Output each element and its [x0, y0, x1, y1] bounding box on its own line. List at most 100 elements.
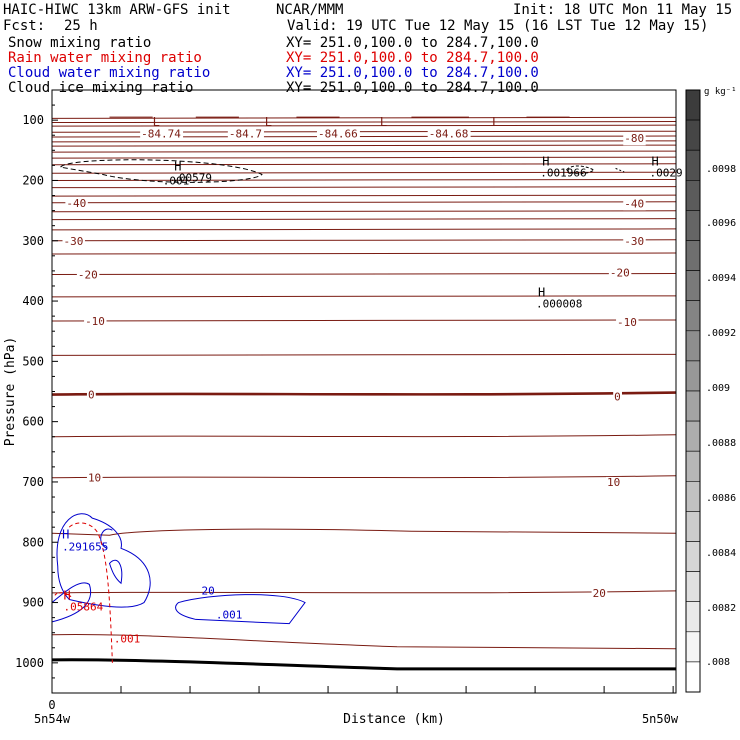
- isotherm-line: [51, 633, 677, 650]
- y-tick-label: 700: [22, 475, 44, 489]
- label-background: [623, 198, 646, 211]
- cloud-water-contour: [51, 582, 92, 623]
- isotherm-line: [51, 178, 677, 181]
- rain-water-contour: [54, 592, 73, 599]
- colorbar-tick-label: .0082: [706, 603, 736, 614]
- colorbar-bin: [685, 330, 701, 362]
- colorbar-bin: [685, 240, 701, 271]
- isotherm-line: [51, 590, 677, 594]
- rain-water-label: .001: [114, 633, 141, 646]
- snow-contour-label: .001: [163, 174, 190, 187]
- label-background: [140, 128, 184, 141]
- isotherm-line: [51, 391, 677, 396]
- low-marker: L: [380, 115, 387, 129]
- colorbar-frame: [685, 89, 701, 693]
- isotherm-label: -84.7: [229, 127, 262, 140]
- colorbar-bin: [685, 149, 701, 181]
- colorbar-tick-label: .0088: [706, 438, 736, 449]
- contour-labels: -84.74 -84.7 -84.66 -84.68 -80 -40 -40 -30 -30 -2…: [62, 115, 683, 646]
- colorbar-bin: [685, 89, 701, 121]
- x-axis-label: Distance (km): [343, 712, 445, 727]
- isotherm-line: [51, 295, 677, 298]
- snow-max-marker: H: [538, 285, 545, 299]
- label-background: [613, 391, 622, 404]
- colorbar-bin: [685, 480, 701, 512]
- snow-max-value: .00579: [172, 171, 212, 184]
- y-tick-label: 900: [22, 596, 44, 610]
- isotherm-line: [51, 252, 677, 255]
- field-name-cloud-water: Cloud water mixing ratio: [8, 65, 211, 81]
- colorbar-unit: g kg⁻¹: [704, 87, 737, 97]
- low-marker: L: [265, 115, 272, 129]
- label-background: [608, 267, 632, 280]
- snow-max-value: .001966: [540, 167, 586, 180]
- isotherm-line: [51, 186, 677, 189]
- isotherm-label: -84.68: [429, 127, 469, 140]
- isotherm-line: [51, 140, 677, 143]
- label-background: [623, 235, 646, 248]
- x-tick-label: 0: [48, 698, 55, 712]
- isotherm-label: -84.66: [318, 127, 358, 140]
- cloud-water-contour: [108, 559, 123, 585]
- isotherm-line: [51, 171, 677, 174]
- snow-max-marker: H: [652, 155, 659, 169]
- low-marker: L: [492, 115, 499, 129]
- y-tick-label: 400: [22, 294, 44, 308]
- field-xy-cloud-water: XY= 251.0,100.0 to 284.7,100.0: [286, 65, 539, 81]
- label-background: [427, 128, 471, 141]
- isotherm-label: -10: [85, 315, 105, 328]
- isotherm-line: [51, 163, 677, 166]
- rain-water-contour: [68, 522, 113, 663]
- init-time: Init: 18 UTC Mon 11 May 15: [513, 2, 733, 18]
- colorbar-bin: [685, 601, 701, 633]
- isotherm-label: -30: [64, 235, 84, 248]
- y-tick-label: 1000: [15, 656, 44, 670]
- colorbar-bin: [685, 511, 701, 542]
- isotherm-line: [51, 194, 677, 197]
- colorbar: g kg⁻¹ .0098 .0096 .0094 .0092 .009 .0088 .0086…: [685, 87, 737, 693]
- colorbar-tick-label: .0098: [706, 164, 736, 175]
- colorbar-tick-label: .009: [706, 383, 730, 394]
- colorbar-tick-label: .0092: [706, 328, 736, 339]
- isotherm-label: -20: [78, 269, 98, 282]
- colorbar-tick-label: .0086: [706, 493, 736, 504]
- forecast-label: Fcst:: [3, 18, 46, 34]
- isotherm-label: -20: [610, 267, 630, 280]
- y-tick-label: 200: [22, 173, 44, 187]
- field-xy-rain: XY= 251.0,100.0 to 284.7,100.0: [286, 50, 539, 66]
- label-background: [62, 235, 85, 248]
- hydrometeor-contours: [51, 159, 625, 663]
- isotherm-label: -30: [624, 235, 644, 248]
- label-background: [65, 197, 88, 210]
- cloud-water-max-value: .291655: [62, 540, 108, 553]
- valid-time: Valid: 19 UTC Tue 12 May 15 (16 LST Tue …: [287, 18, 709, 34]
- rain-water-max-marker: H: [64, 589, 71, 603]
- isotherm-label: 0: [614, 390, 621, 403]
- isotherm-label: 10: [607, 476, 620, 489]
- colorbar-bin: [685, 450, 701, 482]
- isotherm-line: [51, 156, 677, 159]
- x-endpoint-label: 5n54w: [34, 712, 71, 726]
- cloud-water-max-marker: H: [62, 527, 69, 541]
- y-tick-label: 100: [22, 113, 44, 127]
- isotherm-line: [51, 319, 677, 322]
- colorbar-bin: [685, 420, 701, 452]
- colorbar-bin: [685, 180, 701, 211]
- isotherm-line: [51, 528, 677, 536]
- cloud-water-contour: [175, 594, 306, 625]
- colorbar-bin: [685, 571, 701, 602]
- isotherm-line: [51, 228, 677, 231]
- isotherm-line: [51, 434, 677, 438]
- colorbar-bin: [685, 541, 701, 572]
- colorbar-bin: [685, 360, 701, 392]
- isotherm-line: [51, 150, 677, 153]
- cloud-water-label: .001: [216, 609, 243, 622]
- model-title: HAIC-HIWC 13km ARW-GFS init: [3, 2, 231, 18]
- surface-pressure-line: [51, 658, 676, 671]
- isotherm-line: [51, 121, 677, 124]
- isotherm-label: 0: [88, 389, 95, 402]
- snow-max-marker: H: [174, 159, 181, 173]
- forecast-hours: 25 h: [64, 18, 98, 34]
- org-label: NCAR/MMM: [276, 2, 344, 18]
